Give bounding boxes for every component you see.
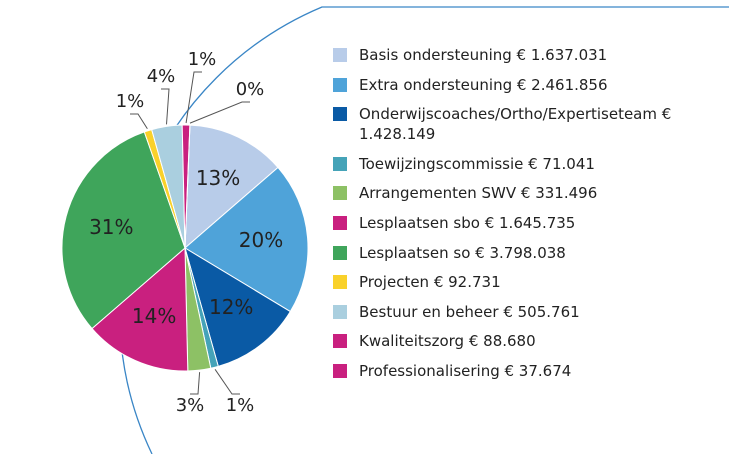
pie-slice: [181, 124, 191, 249]
slice-label: 20%: [239, 228, 283, 252]
legend-item: Projecten € 92.731: [333, 272, 725, 292]
legend-item: Basis ondersteuning € 1.637.031: [333, 45, 725, 65]
legend-label: Lesplaatsen sbo € 1.645.735: [359, 213, 576, 232]
legend-item: Lesplaatsen so € 3.798.038: [333, 243, 725, 263]
slice-label: 0%: [236, 79, 265, 100]
slice-label: 1%: [188, 49, 217, 70]
legend-swatch: [333, 156, 347, 171]
legend-label: Onderwijscoaches/Ortho/Expertiseteam € 1…: [359, 105, 672, 144]
slice-label: 14%: [132, 304, 176, 328]
legend-swatch: [333, 334, 347, 349]
legend-label: Basis ondersteuning € 1.637.031: [359, 46, 608, 64]
legend-swatch: [333, 77, 347, 92]
slice-label: 4%: [147, 66, 176, 87]
legend-swatch: [333, 363, 347, 378]
legend-swatch: [333, 245, 347, 260]
slice-label: 1%: [226, 395, 255, 416]
leader-line: [185, 71, 202, 124]
legend-label: Lesplaatsen so € 3.798.038: [359, 243, 566, 262]
leader-line: [214, 369, 240, 395]
slice-label: 3%: [176, 395, 205, 416]
legend-swatch: [333, 48, 347, 62]
legend-label: Projecten € 92.731: [359, 273, 501, 292]
legend-label: Arrangementen SWV € 331.496: [359, 184, 598, 203]
legend-item: Kwaliteitszorg € 88.680: [333, 331, 725, 351]
legend-label: Professionalisering € 37.674: [359, 361, 572, 380]
slice-label: 31%: [89, 215, 133, 239]
leader-line: [161, 88, 170, 125]
legend-swatch: [333, 215, 347, 230]
slice-label: 13%: [196, 166, 240, 190]
slice-label: 1%: [116, 91, 145, 112]
pie-slice: [184, 124, 279, 250]
leader-line: [189, 101, 250, 124]
legend-label: Toewijzingscommissie € 71.041: [359, 154, 595, 173]
legend-item: Professionalisering € 37.674: [333, 361, 725, 381]
legend-item: Bestuur en beheer € 505.761: [333, 302, 725, 322]
leader-line: [190, 372, 201, 395]
pie-slice: [184, 246, 292, 368]
legend-item: Extra ondersteuning € 2.461.856: [333, 75, 725, 95]
pie-slice: [184, 166, 309, 313]
leader-line: [130, 113, 148, 130]
legend-label: Kwaliteitszorg € 88.680: [359, 332, 536, 351]
legend-item: Lesplaatsen sbo € 1.645.735: [333, 213, 725, 233]
legend-swatch: [333, 275, 347, 290]
legend-item: Onderwijscoaches/Ortho/Expertiseteam € 1…: [333, 104, 725, 144]
slice-label: 12%: [209, 295, 253, 319]
pie-slice: [61, 131, 186, 330]
legend: Basis ondersteuning € 1.637.031 Extra ond…: [333, 45, 725, 391]
legend-label: Bestuur en beheer € 505.761: [359, 302, 580, 321]
legend-label: Extra ondersteuning € 2.461.856: [359, 75, 608, 94]
legend-swatch: [333, 107, 347, 122]
legend-item: Toewijzingscommissie € 71.041: [333, 154, 725, 174]
legend-swatch: [333, 304, 347, 319]
pie-slice: [91, 246, 189, 372]
legend-item: Arrangementen SWV € 331.496: [333, 183, 725, 203]
legend-swatch: [333, 186, 347, 201]
